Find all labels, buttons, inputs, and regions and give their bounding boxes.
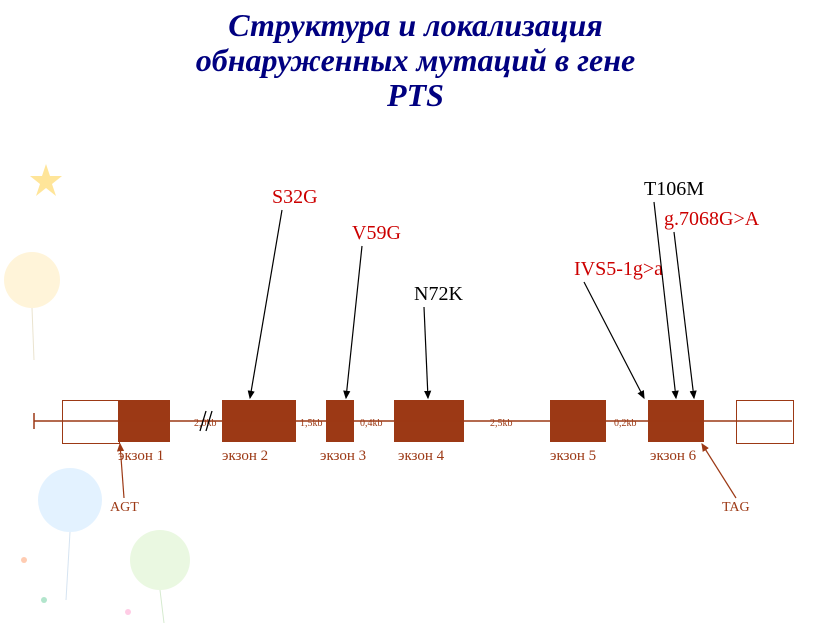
exon-label-6: экзон 6	[650, 448, 696, 465]
exon-label-5: экзон 5	[550, 448, 596, 465]
exon-label-4: экзон 4	[398, 448, 444, 465]
intron-size-after-exon-4: 2,5kb	[490, 418, 513, 429]
intron-size-after-exon-5: 0,2kb	[614, 418, 637, 429]
exon-6	[648, 400, 704, 442]
utr-right-box	[736, 400, 794, 444]
mutation-label-N72K: N72K	[414, 283, 463, 306]
exon-4	[394, 400, 464, 442]
mutation-label-T106M: T106M	[644, 178, 704, 201]
exon-2	[222, 400, 296, 442]
title-line-2: обнаруженных мутаций в гене	[0, 43, 831, 78]
slide-title: Структура и локализация обнаруженных мут…	[0, 8, 831, 114]
exon-1	[118, 400, 170, 442]
exon-5	[550, 400, 606, 442]
start-codon-label: AGT	[110, 500, 139, 516]
intron-size-after-exon-3: 0,4kb	[360, 418, 383, 429]
mutation-label-V59G: V59G	[352, 222, 401, 245]
mutation-label-S32G: S32G	[272, 186, 318, 209]
title-line-3: PTS	[0, 78, 831, 113]
mutation-label-g7068GA: g.7068G>A	[664, 208, 759, 231]
exon-3	[326, 400, 354, 442]
intron-size-after-exon-1: 2,0kb	[194, 418, 217, 429]
exon-label-1: экзон 1	[118, 448, 164, 465]
utr-left-box	[62, 400, 120, 444]
title-line-1: Структура и локализация	[0, 8, 831, 43]
stop-codon-label: TAG	[722, 500, 750, 516]
exon-label-2: экзон 2	[222, 448, 268, 465]
intron-size-after-exon-2: 1,5kb	[300, 418, 323, 429]
mutation-label-IVS51ga: IVS5-1g>a	[574, 258, 663, 281]
exon-label-3: экзон 3	[320, 448, 366, 465]
